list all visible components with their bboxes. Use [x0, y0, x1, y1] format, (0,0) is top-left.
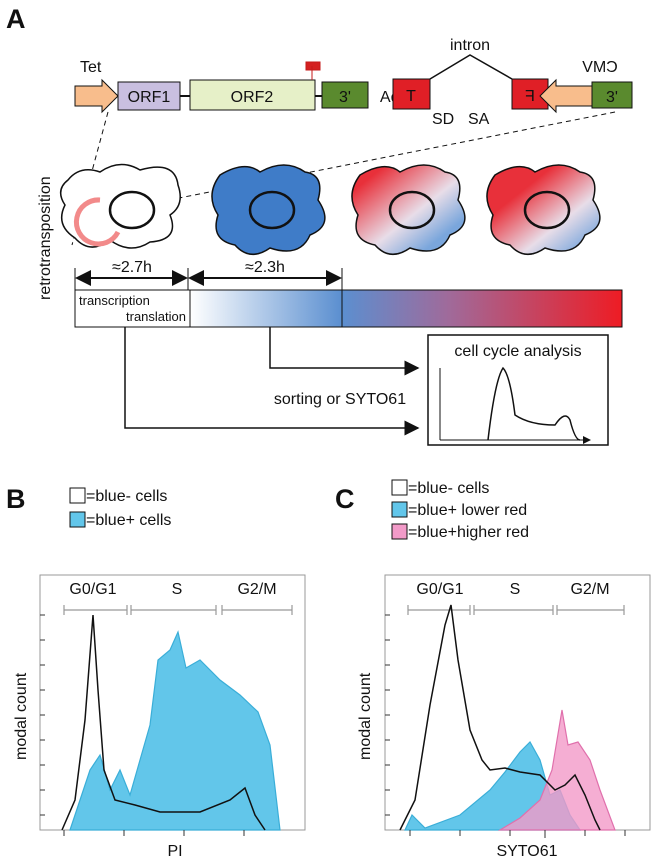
utr-box — [321, 81, 369, 109]
axis-label: SYTO61 — [496, 843, 557, 860]
label: SA — [468, 111, 490, 128]
gates — [63, 605, 293, 615]
promoter — [539, 78, 593, 114]
phase-label: S — [172, 581, 183, 598]
histogram-line — [399, 604, 601, 831]
panel-c: C =blue- cells =blue+ lower red =blue+hi… — [335, 479, 651, 860]
phase-label: G2/M — [237, 581, 276, 598]
nucleus — [248, 190, 296, 230]
promoter — [74, 78, 119, 114]
tag-icon — [305, 61, 321, 80]
legend-text: =blue+higher red — [408, 524, 529, 541]
gradient-bar — [190, 290, 622, 327]
histogram-fill — [69, 630, 281, 831]
nucleus — [388, 190, 436, 230]
mini-axes — [439, 368, 590, 440]
utr-box — [591, 81, 633, 109]
legend-text: =blue+ cells — [86, 512, 171, 529]
phase-label: G0/G1 — [69, 581, 116, 598]
axis-label: PI — [167, 843, 182, 860]
label: ORF2 — [231, 89, 274, 106]
axis-label: modal count — [13, 672, 30, 760]
phase-label: G2/M — [570, 581, 609, 598]
label: cell cycle analysis — [454, 343, 581, 360]
label: transcription — [79, 293, 150, 308]
label: ≈2.3h — [245, 259, 285, 276]
orf2-box — [189, 79, 316, 111]
cell — [211, 164, 326, 255]
panel-label: C — [335, 484, 355, 514]
side-label: retrotransposition — [37, 176, 54, 300]
legend-swatch — [391, 523, 408, 540]
arrow — [269, 327, 420, 376]
label: translation — [126, 309, 186, 324]
panel-label: B — [6, 484, 26, 514]
label: Tet — [80, 59, 102, 76]
circle-arrow — [74, 197, 121, 247]
label: ≈2.7h — [112, 259, 152, 276]
exon-box — [392, 78, 431, 110]
label: ORF1 — [128, 89, 171, 106]
analysis-box — [427, 334, 609, 446]
legend-text: =blue- cells — [86, 488, 167, 505]
gates — [407, 605, 625, 615]
phase-label: S — [510, 581, 521, 598]
bar-frame — [74, 289, 623, 328]
label: SD — [432, 111, 454, 128]
phase-label: G0/G1 — [416, 581, 463, 598]
label: 3' — [339, 89, 351, 106]
arrow — [124, 327, 420, 436]
cell — [351, 164, 466, 255]
label: F — [525, 88, 535, 105]
axis-label: modal count — [357, 672, 374, 760]
panel-label: A — [6, 4, 26, 34]
intron-line — [429, 54, 513, 80]
histogram-line — [61, 614, 266, 831]
legend-swatch — [391, 479, 408, 496]
legend-swatch — [69, 511, 86, 528]
legend-swatch — [391, 501, 408, 518]
label: 3' — [606, 89, 618, 106]
panel-a: A Tet ORF1 ORF2 3' pA T intron SD SA F C… — [6, 4, 633, 446]
label: T — [406, 88, 416, 105]
cell — [486, 164, 601, 255]
legend-text: =blue- cells — [408, 480, 489, 497]
ticks — [385, 614, 626, 838]
legend-swatch — [69, 487, 86, 504]
panel-b: B =blue- cells =blue+ cells G0/G1 S G2/M… — [6, 484, 306, 860]
nucleus — [523, 190, 571, 230]
legend-text: =blue+ lower red — [408, 502, 527, 519]
nucleus — [108, 190, 156, 230]
label: intron — [450, 37, 490, 54]
label: sorting or SYTO61 — [274, 391, 406, 408]
orf1-box — [117, 81, 181, 111]
mini-curve — [487, 366, 581, 441]
dashed-line — [71, 111, 109, 246]
cell — [59, 163, 181, 249]
label: CMV — [582, 59, 618, 76]
ticks — [40, 614, 245, 836]
